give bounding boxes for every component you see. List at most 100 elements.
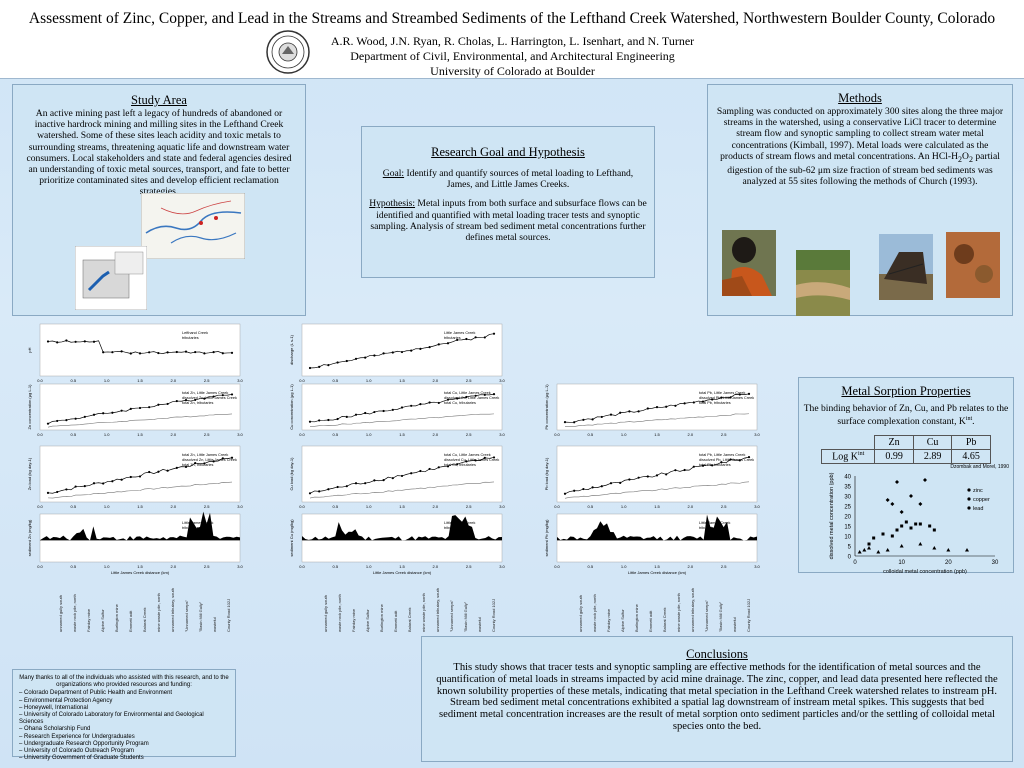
x-tick-label: 1.5	[137, 378, 143, 383]
ack-item: – Environmental Protection Agency	[19, 697, 113, 704]
site-label: Emmett adit	[128, 610, 133, 632]
data-point	[428, 401, 431, 404]
chart-y-label: Cu concentration (μg L-1)	[289, 384, 294, 430]
methods-text-2: O	[962, 150, 969, 162]
watershed-map-image	[141, 193, 245, 259]
data-point	[212, 351, 215, 354]
site-label: wasteful	[477, 617, 482, 632]
legend-label: total Pb, Little James Creek	[699, 453, 746, 457]
chart-frame	[301, 445, 503, 503]
site-label: "Unnamed seeps"	[449, 600, 454, 632]
chart-frame	[301, 323, 503, 377]
data-point	[221, 352, 224, 355]
data-point	[308, 420, 312, 423]
x-tick-label: 0.0	[299, 564, 305, 569]
data-point	[327, 488, 330, 491]
sorption-text: The binding behavior of Zn, Cu, and Pb r…	[803, 403, 1009, 428]
x-tick-label: 0.5	[333, 564, 339, 569]
legend-marker	[967, 497, 971, 501]
data-point	[166, 351, 169, 354]
x-tick-label: 3.0	[237, 378, 243, 383]
table-cell: 0.99	[874, 448, 914, 464]
data-point	[729, 396, 732, 399]
data-point	[157, 351, 160, 355]
y-axis-label: dissolved metal concentration (ppb)	[829, 472, 835, 559]
legend-label: tributaries	[699, 526, 716, 530]
x-tick-label: 1.5	[399, 504, 405, 509]
legend-label: tributaries	[444, 336, 461, 340]
ack-item: – University Government of Graduate Stud…	[19, 755, 144, 762]
legend-label: total Pb, Little James Creek	[699, 391, 746, 395]
chart-frame	[39, 445, 241, 503]
site-label: waste rock pile, north	[592, 594, 597, 632]
sorption-body: The binding behavior of Zn, Cu, and Pb r…	[803, 403, 1009, 428]
x-tick-label: 2.5	[466, 378, 472, 383]
data-point	[701, 464, 705, 467]
copper-point	[904, 520, 908, 524]
x-tick-label: 1.0	[621, 432, 627, 437]
data-point	[318, 490, 321, 493]
site-label: "Basin Mill Gully"	[198, 601, 203, 632]
data-point	[428, 346, 431, 349]
university-seal-icon	[266, 30, 310, 74]
data-point	[391, 408, 394, 411]
x-tick-label: 2.0	[688, 504, 694, 509]
lead-point	[899, 543, 904, 548]
chart-y-label: sediment Pb (mg/kg)	[544, 519, 549, 557]
data-point	[465, 460, 468, 463]
x-tick-label: 1.0	[366, 378, 372, 383]
data-point	[111, 351, 114, 354]
data-point	[591, 418, 594, 421]
x-tick-label: 2.5	[204, 432, 210, 437]
site-label: waste rock pile, north	[337, 594, 342, 632]
x-tick-label: 1.0	[621, 504, 627, 509]
conclusions-paragraph-1: This study shows that tracer tests and s…	[436, 662, 998, 697]
x-tick-label: 1.5	[137, 564, 143, 569]
study-area-text: An active mining past left a legacy of h…	[26, 108, 292, 198]
zinc-point	[885, 497, 890, 502]
data-point	[683, 468, 686, 472]
data-point	[637, 410, 640, 413]
data-point	[373, 479, 376, 482]
data-point	[120, 350, 123, 353]
data-point	[175, 466, 178, 469]
study-area-heading: Study Area	[131, 93, 187, 107]
log-k-label: Log K	[832, 450, 858, 462]
data-point	[74, 485, 77, 488]
lead-point	[965, 547, 969, 552]
site-label: Fairday mine	[606, 608, 611, 632]
data-point	[318, 365, 321, 368]
chart-y-label: Zn load (kg day-1)	[27, 457, 32, 490]
data-point	[400, 406, 404, 409]
hypothesis-label: Hypothesis:	[369, 198, 416, 210]
legend-label: zinc	[973, 488, 983, 494]
legend-label: total Pb, tributaries	[699, 401, 731, 405]
x-tick-label: 2.5	[466, 504, 472, 509]
poster-title: Assessment of Zinc, Copper, and Lead in …	[28, 10, 996, 27]
data-point	[738, 393, 741, 396]
x-tick-label: 3.0	[754, 432, 760, 437]
site-label: County Road 102J	[746, 598, 751, 632]
data-point	[166, 469, 169, 472]
data-point	[46, 340, 50, 343]
data-point	[373, 410, 376, 414]
data-point	[674, 404, 677, 407]
x-tick-label: 10	[898, 560, 905, 566]
legend-label: Little James Creek	[444, 331, 476, 335]
data-point	[129, 475, 132, 479]
x-tick-label: 20	[945, 560, 952, 566]
data-point	[221, 394, 224, 397]
data-point	[446, 342, 450, 345]
site-label: unnamed tributary, south	[690, 588, 695, 632]
x-tick-label: 0.0	[299, 378, 305, 383]
x-tick-label: 1.0	[366, 564, 372, 569]
site-label: mine waste pile, north	[156, 593, 161, 632]
legend-label: dissolved Zn, Little James Creek	[182, 396, 237, 400]
data-point	[138, 352, 142, 355]
university: University of Colorado at Boulder	[430, 64, 595, 78]
data-point	[111, 480, 114, 483]
x-tick-label: 1.5	[399, 378, 405, 383]
legend-label: total Zn, Little James Creek	[182, 453, 228, 457]
x-tick-label: 0.5	[71, 504, 77, 509]
x-tick-label: 3.0	[499, 564, 505, 569]
